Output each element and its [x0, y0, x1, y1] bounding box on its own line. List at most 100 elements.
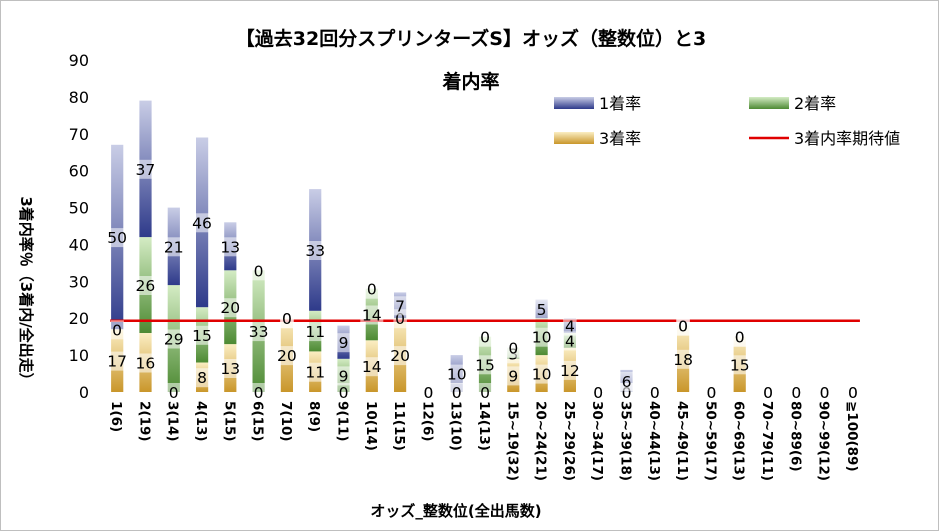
y-tick-label: 0	[79, 383, 89, 402]
x-tick-label: 9(11)	[335, 401, 351, 442]
x-tick-label: 12(6)	[419, 401, 435, 442]
data-label: 26	[136, 277, 156, 295]
data-label: 0	[480, 384, 490, 402]
data-label-bg	[360, 357, 384, 377]
data-label-bg	[218, 237, 242, 257]
data-label-bg	[133, 159, 157, 179]
data-label-bg	[388, 346, 412, 366]
data-label-bg	[133, 353, 157, 373]
data-label-bg	[563, 316, 577, 336]
data-label: 15	[475, 356, 495, 374]
data-label-bg	[558, 360, 582, 380]
data-label: 0	[254, 262, 264, 280]
data-label: 4	[565, 318, 575, 336]
data-label: 9	[508, 367, 518, 385]
x-tick-label: 7(10)	[278, 401, 294, 442]
data-label-bg	[105, 351, 129, 371]
data-label-bg	[530, 364, 554, 384]
data-label: 13	[220, 360, 240, 378]
data-label: 0	[452, 384, 462, 402]
data-label: 9	[339, 334, 349, 352]
data-label-bg	[421, 383, 436, 402]
data-label-bg	[303, 362, 327, 382]
x-tick-label: 15~19(32)	[504, 401, 520, 481]
x-tick-label: 35~39(18)	[618, 401, 634, 481]
y-tick-label: 70	[69, 125, 89, 144]
x-tick-label: 60~69(13)	[731, 401, 747, 481]
data-label-bg	[133, 276, 157, 295]
data-label-bg	[445, 364, 469, 384]
data-label-bg	[162, 329, 186, 349]
legend: 1着率 2着率 3着率 3着内率期待値	[554, 94, 900, 148]
x-tick-label: 1(6)	[108, 401, 124, 432]
data-label-bg	[360, 305, 384, 325]
data-label-bg	[506, 366, 520, 386]
data-label-bg	[728, 355, 752, 375]
x-tick-label: 6(15)	[250, 401, 266, 442]
data-label-bg	[251, 261, 266, 281]
legend-swatch	[554, 97, 594, 109]
y-tick-label: 80	[69, 88, 89, 107]
data-label: 15	[730, 356, 750, 374]
data-label: 0	[395, 310, 405, 328]
data-label: 0	[254, 384, 264, 402]
x-tick-label: ≧100(89)	[844, 401, 860, 472]
data-label-bg	[251, 383, 266, 402]
data-label: 0	[848, 384, 858, 402]
data-label-bg	[450, 383, 464, 402]
data-label: 0	[593, 384, 603, 402]
legend-label: 2着率	[794, 94, 836, 113]
y-tick-label: 40	[69, 235, 89, 254]
x-tick-label: 8(9)	[306, 401, 322, 432]
data-label-bg	[619, 371, 634, 391]
data-label-bg	[732, 327, 747, 347]
data-label: 29	[164, 331, 184, 349]
data-label: 0	[622, 384, 632, 402]
data-label: 37	[136, 161, 156, 179]
data-label-bg	[336, 333, 351, 353]
data-label: 21	[164, 238, 184, 256]
data-label-bg	[247, 322, 271, 342]
data-label-bg	[846, 383, 860, 402]
data-label-bg	[563, 331, 577, 351]
y-axis-label: 3着内率％（3着内/全出走）	[17, 196, 35, 387]
x-tick-label: 11(15)	[391, 401, 407, 451]
data-label: 0	[820, 384, 830, 402]
y-tick-label: 10	[69, 346, 89, 365]
data-label-bg	[591, 383, 605, 402]
data-label-bg	[218, 298, 242, 318]
x-tick-label: 2(19)	[136, 401, 152, 442]
data-label: 8	[197, 369, 207, 387]
data-label-bg	[190, 213, 214, 233]
data-label-bg	[167, 383, 181, 402]
x-tick-label: 14(13)	[476, 401, 492, 451]
data-label-bg	[671, 349, 695, 369]
data-label-bg	[365, 279, 379, 299]
data-label: 0	[763, 384, 773, 402]
data-label: 0	[169, 384, 179, 402]
data-label: 0	[791, 384, 801, 402]
data-label-bg	[676, 316, 690, 336]
data-label: 18	[673, 351, 693, 369]
data-label: 10	[447, 366, 467, 384]
y-axis-ticks: 0 10 20 30 40 50 60 70 80 90	[69, 51, 89, 402]
data-label-bg	[195, 368, 209, 388]
data-label-bg	[530, 327, 554, 347]
bars	[111, 100, 746, 392]
data-label-bg	[648, 383, 662, 402]
data-label: 9	[339, 367, 349, 385]
data-label: 4	[565, 332, 575, 350]
data-label-bg	[275, 346, 299, 366]
data-label: 20	[220, 299, 240, 317]
data-label-bg	[336, 366, 351, 386]
data-label: 0	[423, 384, 433, 402]
x-tick-label: 50~59(17)	[702, 401, 718, 481]
data-label: 0	[480, 329, 490, 347]
data-label: 0	[735, 329, 745, 347]
data-label-bg	[336, 383, 351, 402]
data-label: 12	[560, 362, 580, 380]
data-label: 33	[249, 323, 269, 341]
data-label-bg	[704, 383, 719, 402]
y-tick-label: 90	[69, 51, 89, 70]
data-label: 20	[390, 347, 410, 365]
